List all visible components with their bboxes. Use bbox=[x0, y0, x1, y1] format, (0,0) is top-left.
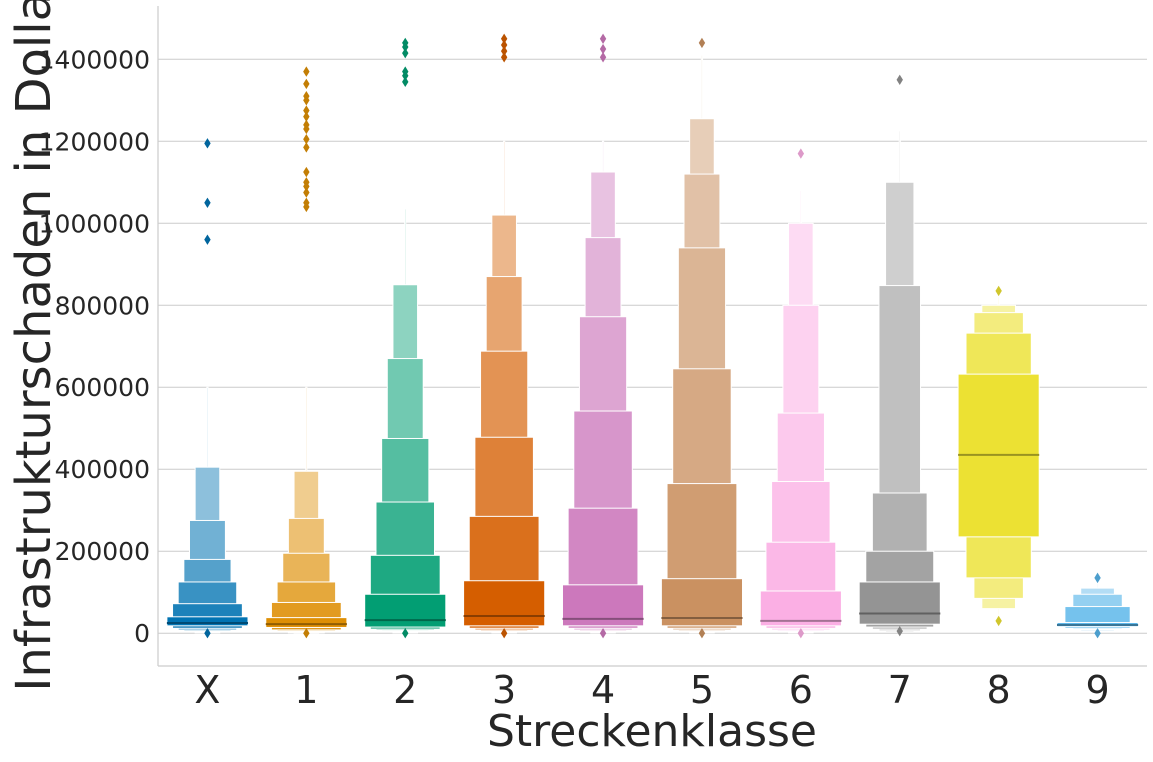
y-tick-label: 1400000 bbox=[39, 45, 150, 74]
x-tick-label-8: 8 bbox=[987, 668, 1011, 712]
x-tick-label-2: 2 bbox=[393, 668, 417, 712]
outlier-point bbox=[303, 123, 310, 135]
x-tick-label-9: 9 bbox=[1085, 668, 1109, 712]
outlier-point bbox=[500, 39, 508, 51]
outlier-point bbox=[797, 628, 805, 639]
outlier-point bbox=[303, 111, 310, 122]
outlier-point bbox=[303, 66, 310, 77]
outlier-point bbox=[303, 95, 310, 106]
y-tick-label: 200000 bbox=[55, 537, 150, 566]
outlier-point bbox=[402, 70, 409, 81]
y-tick-label: 800000 bbox=[55, 291, 150, 320]
outlier-point bbox=[797, 148, 805, 159]
x-tick-label-X: X bbox=[194, 668, 220, 712]
outlier-point bbox=[204, 138, 211, 149]
outlier-point bbox=[204, 628, 211, 639]
outlier-point bbox=[402, 76, 409, 88]
boxen-box bbox=[166, 616, 249, 627]
outlier-point bbox=[896, 625, 903, 637]
outlier-point bbox=[402, 47, 409, 59]
y-tick-label: 400000 bbox=[55, 455, 150, 484]
y-axis-label: Infrastrukturschaden in Dollar bbox=[6, 0, 62, 692]
boxen-group-3 bbox=[463, 33, 546, 639]
x-tick-label-5: 5 bbox=[690, 668, 714, 712]
boxen-box bbox=[364, 593, 447, 628]
outlier-point bbox=[303, 166, 310, 178]
boxen-box bbox=[265, 617, 348, 628]
outlier-point bbox=[599, 52, 607, 63]
y-tick-label: 0 bbox=[134, 619, 150, 648]
boxen-group-X bbox=[166, 138, 249, 639]
outlier-point bbox=[995, 285, 1002, 297]
boxen-box bbox=[463, 580, 546, 627]
outlier-point bbox=[204, 234, 211, 245]
boxen-group-6 bbox=[759, 148, 842, 639]
outlier-point bbox=[896, 74, 903, 85]
outlier-point bbox=[303, 181, 310, 192]
boxen-group-1 bbox=[265, 66, 348, 639]
outlier-point bbox=[995, 615, 1002, 627]
outlier-point bbox=[698, 628, 706, 639]
outlier-point bbox=[402, 628, 409, 639]
outlier-point bbox=[500, 52, 508, 63]
outlier-point bbox=[303, 134, 310, 145]
outlier-point bbox=[204, 197, 211, 208]
outlier-point bbox=[303, 142, 310, 153]
outlier-point bbox=[698, 37, 706, 49]
outlier-point bbox=[599, 628, 607, 639]
boxen-group-9 bbox=[1056, 572, 1139, 639]
boxen-group-4 bbox=[561, 33, 645, 639]
x-tick-label-7: 7 bbox=[888, 668, 912, 712]
outlier-point bbox=[500, 628, 508, 639]
outlier-point bbox=[500, 33, 508, 44]
outlier-point bbox=[303, 201, 310, 213]
x-tick-label-3: 3 bbox=[492, 668, 516, 712]
outlier-point bbox=[303, 187, 310, 198]
x-tick-label-1: 1 bbox=[294, 668, 318, 712]
outlier-point bbox=[303, 628, 310, 639]
boxen-group-7 bbox=[858, 74, 941, 637]
boxen-group-2 bbox=[364, 37, 447, 639]
outlier-point bbox=[599, 33, 607, 44]
axes-layer: 0 200000 400000 600000 800000 1000000 1200000 1… bbox=[39, 6, 1147, 712]
outlier-point bbox=[1094, 628, 1101, 639]
x-tick-label-4: 4 bbox=[591, 668, 615, 712]
outlier-point bbox=[303, 105, 310, 116]
boxen-group-5 bbox=[660, 37, 744, 639]
outlier-point bbox=[599, 43, 607, 55]
marks-layer bbox=[166, 33, 1139, 639]
y-tick-label: 1000000 bbox=[39, 209, 150, 238]
outlier-point bbox=[500, 45, 508, 57]
y-tick-label: 1200000 bbox=[39, 127, 150, 156]
outlier-point bbox=[1094, 572, 1101, 584]
x-axis-label: Streckenklasse bbox=[487, 706, 817, 757]
x-tick-label-6: 6 bbox=[789, 668, 813, 712]
outlier-point bbox=[402, 41, 409, 53]
outlier-point bbox=[303, 78, 310, 90]
y-tick-label: 600000 bbox=[55, 373, 150, 402]
boxen-box bbox=[858, 581, 941, 625]
boxen-group-8 bbox=[957, 285, 1040, 627]
